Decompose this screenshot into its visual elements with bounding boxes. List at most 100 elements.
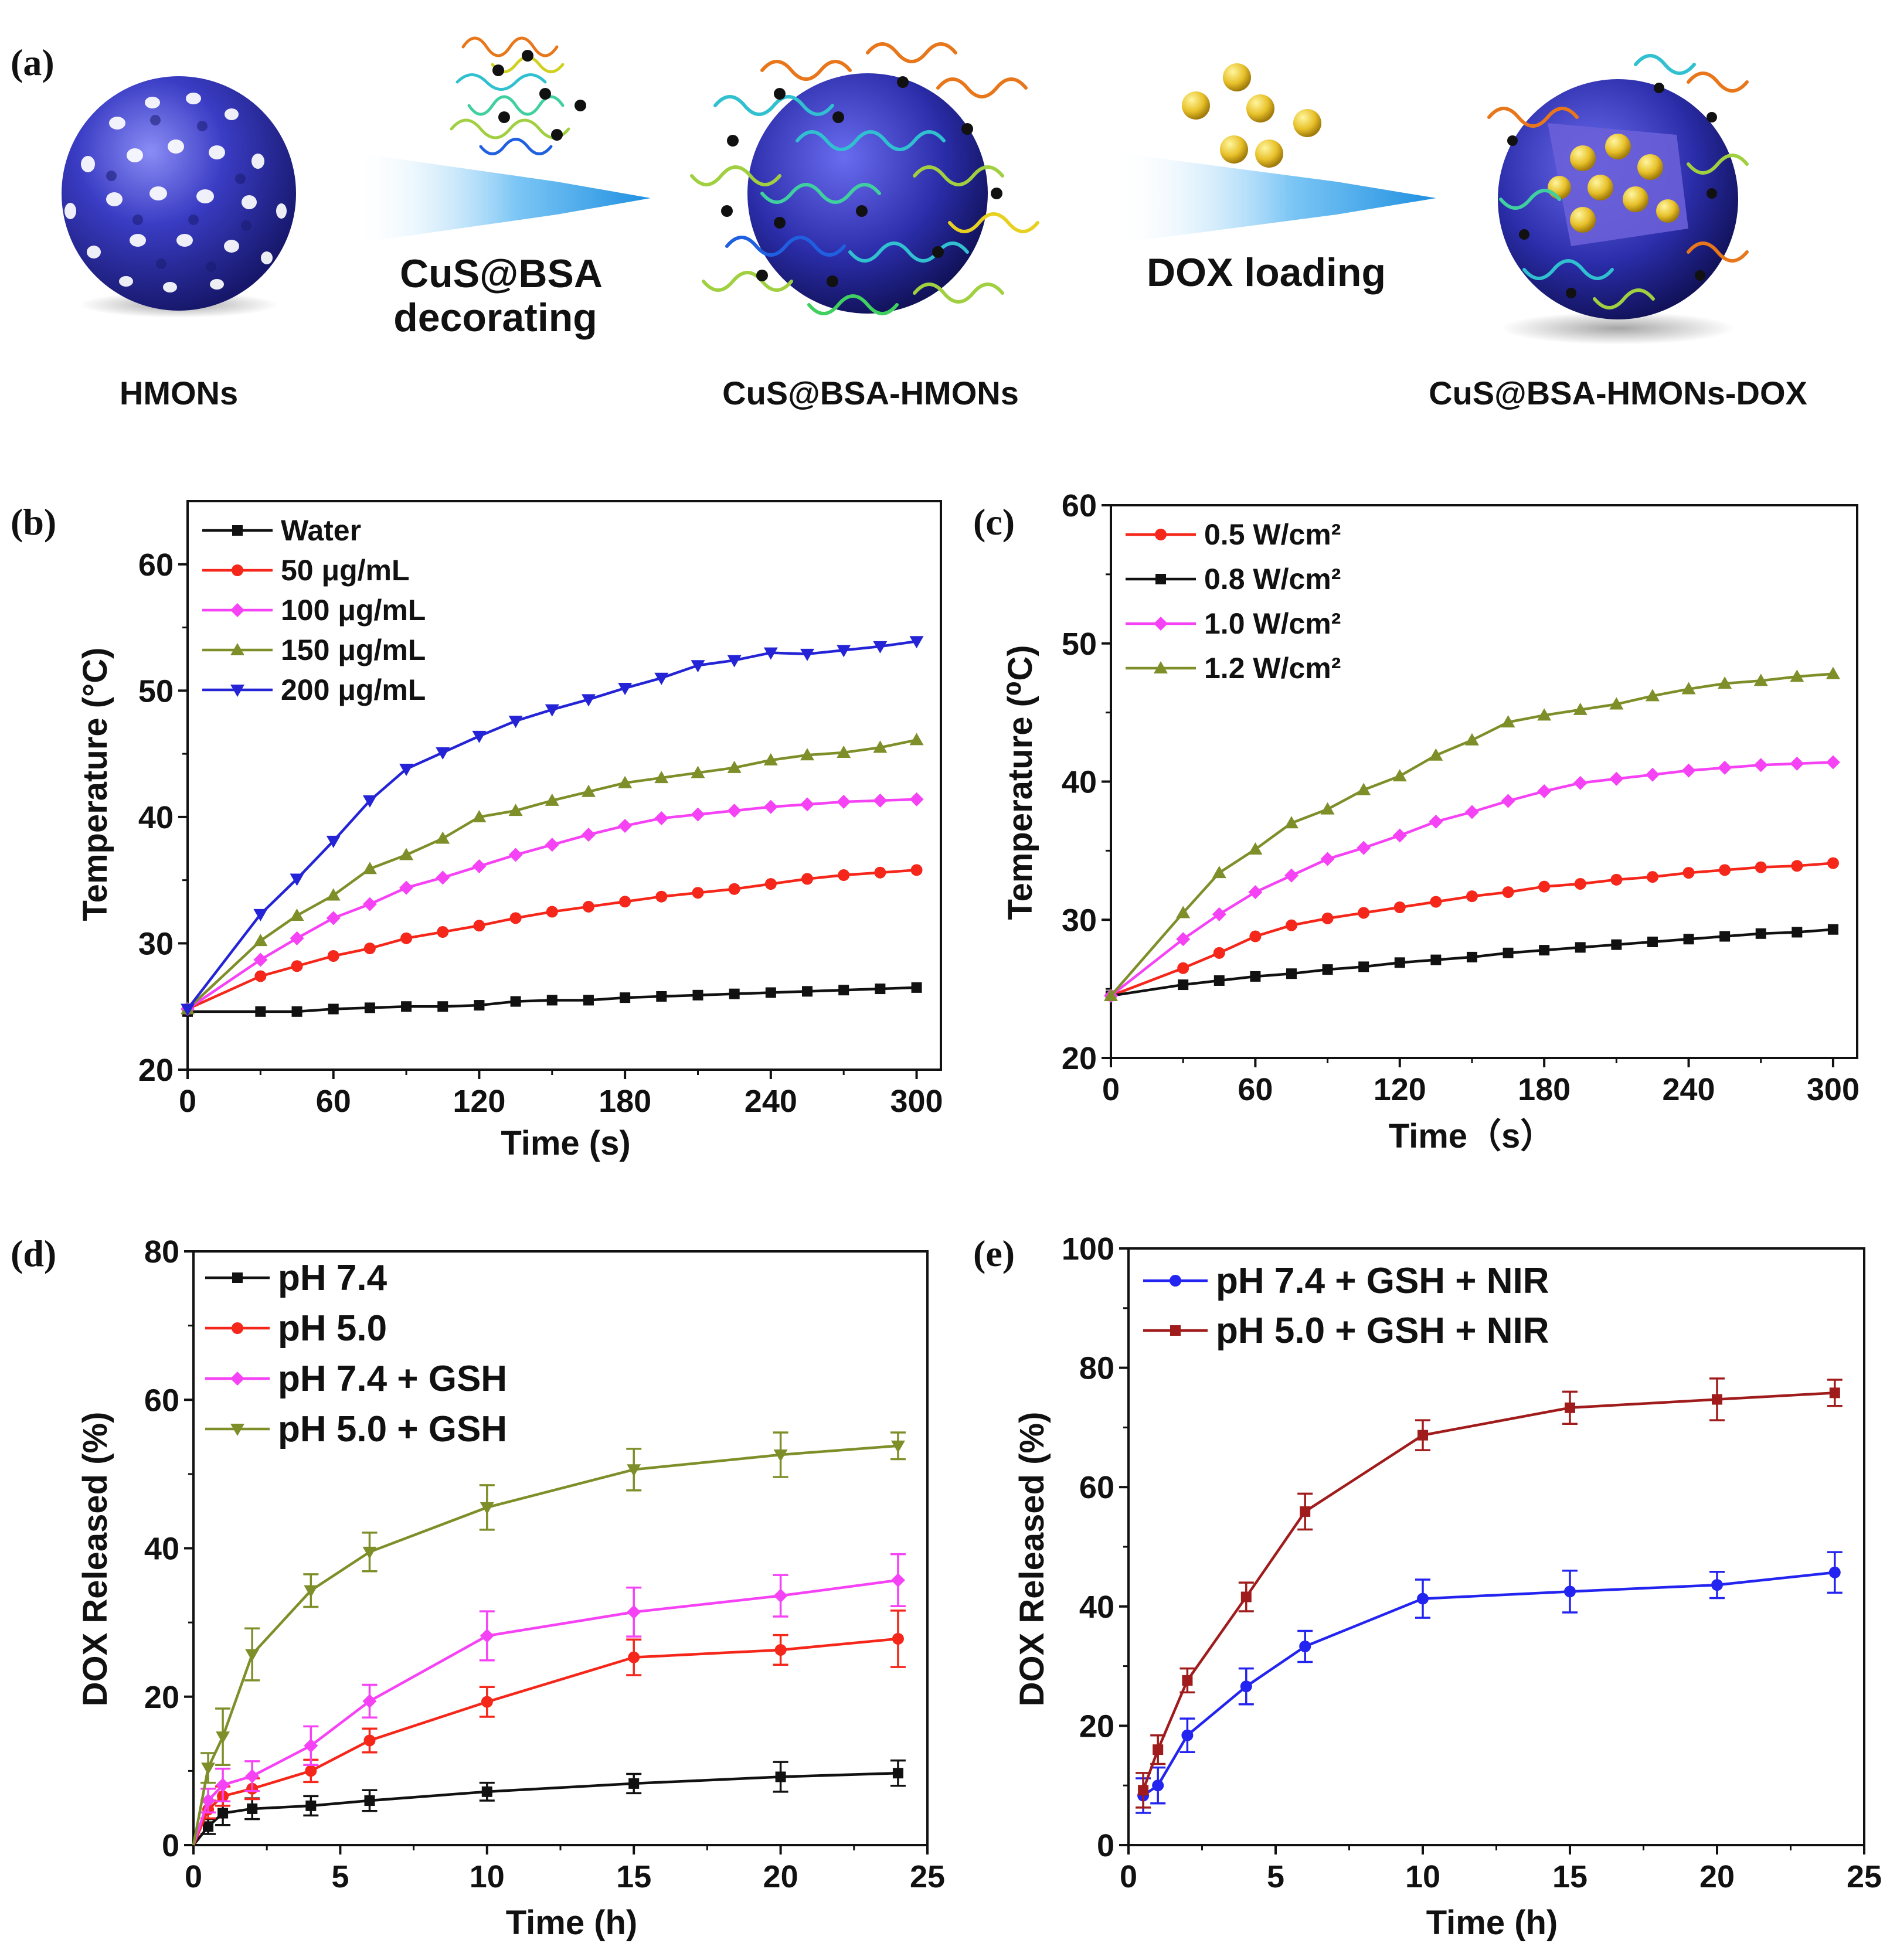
data-point [1320,802,1335,815]
x-tick-label: 60 [1238,1072,1273,1107]
chart-c-plot: 0 60 120 180 240 300 20 30 40 50 60 0.5 W/cm² 0.8 W/… [1062,488,1860,1107]
data-point [1712,1394,1722,1405]
data-point [1286,968,1297,979]
data-point [618,683,633,696]
legend-marker [230,685,244,697]
data-point [628,1778,640,1789]
data-point [1829,1387,1840,1398]
data-point [890,1573,905,1587]
data-point [837,795,851,809]
data-point [909,636,924,649]
y-tick-label: 100 [1062,1231,1114,1267]
data-point [1574,877,1586,890]
data-point [1681,763,1696,778]
panel-label-e: (e) [973,1233,1015,1274]
legend-marker [230,643,244,655]
data-point [1753,673,1768,686]
chart-d-plot: 0 5 10 15 20 25 0 20 40 60 80 pH 7.4 pH 5.0 pH 7.4 + … [144,1234,945,1894]
data-point [1213,947,1225,959]
data-point [1718,676,1732,689]
legend-marker [1170,1275,1181,1287]
chart-b: (b) 0 60 120 180 240 300 20 30 40 50 60 Water 50 μg/… [11,500,943,1162]
legend-label: pH 5.0 + GSH [278,1409,507,1449]
data-point [399,880,414,895]
data-point [1573,702,1588,715]
data-point [728,883,740,895]
data-point [1573,775,1588,790]
y-tick-label: 20 [138,1053,174,1088]
chart-c-ylabel: Temperature (⁰C) [1001,645,1039,920]
data-point [838,985,849,996]
data-point [436,831,450,844]
data-point [437,926,449,938]
data-point [545,704,559,717]
data-point [1213,975,1225,986]
x-tick-label: 300 [1807,1072,1860,1107]
data-point [181,1003,195,1016]
x-tick-label: 120 [453,1084,505,1119]
data-point [305,1765,317,1777]
data-point [655,890,668,903]
data-point [1392,828,1407,843]
chart-b-ylabel: Temperature (°C) [76,648,114,921]
x-tick-label: 0 [1120,1859,1137,1894]
data-point [326,888,341,901]
series-1 [182,982,922,1017]
data-point [692,989,703,1001]
data-point [364,1795,375,1806]
data-point [253,934,268,947]
data-point [764,878,777,890]
data-point [437,1001,448,1012]
data-point [1466,951,1477,962]
data-point [1610,873,1623,886]
data-point [508,804,523,816]
chart-d-ylabel: DOX Released (%) [76,1412,114,1707]
data-point [1681,682,1696,695]
data-point [1418,1430,1428,1441]
y-tick-label: 20 [144,1680,179,1715]
data-point [654,811,669,826]
data-point [800,797,815,812]
chart-d-xlabel: Time (h) [506,1904,638,1942]
data-point [253,908,268,921]
data-point [727,655,742,668]
series-line [1110,672,1834,997]
series-line [1110,862,1834,998]
data-point [201,1794,216,1808]
data-point [692,887,704,899]
data-point [802,986,813,997]
data-point [216,1731,230,1744]
series-line [192,1444,899,1846]
data-point [1429,748,1443,761]
series-line [188,986,917,1013]
data-point [1611,939,1622,950]
data-point [481,1786,492,1797]
series-4 [192,1431,906,1846]
legend-marker [1154,617,1168,631]
data-point [1300,1506,1311,1517]
data-point [1466,890,1478,903]
data-point [201,1762,216,1775]
y-tick-label: 0 [162,1828,179,1863]
data-point [1358,961,1369,972]
data-point [727,760,742,773]
data-point [1176,932,1191,947]
legend-marker [1155,529,1167,540]
data-point [400,932,413,944]
y-tick-label: 20 [1079,1709,1114,1744]
data-point [290,908,304,921]
data-point [774,1643,787,1656]
series-line [192,1771,898,1846]
data-point [619,896,631,908]
data-point [1394,957,1405,968]
series-5 [181,636,924,1016]
data-point [1176,906,1191,918]
data-point [1755,861,1767,873]
data-point [472,730,487,743]
legend-marker [230,1372,244,1386]
data-point [1826,755,1840,770]
legend-marker [1154,661,1168,673]
data-point [546,995,558,1006]
data-point [1320,852,1335,866]
data-point [1502,886,1514,899]
